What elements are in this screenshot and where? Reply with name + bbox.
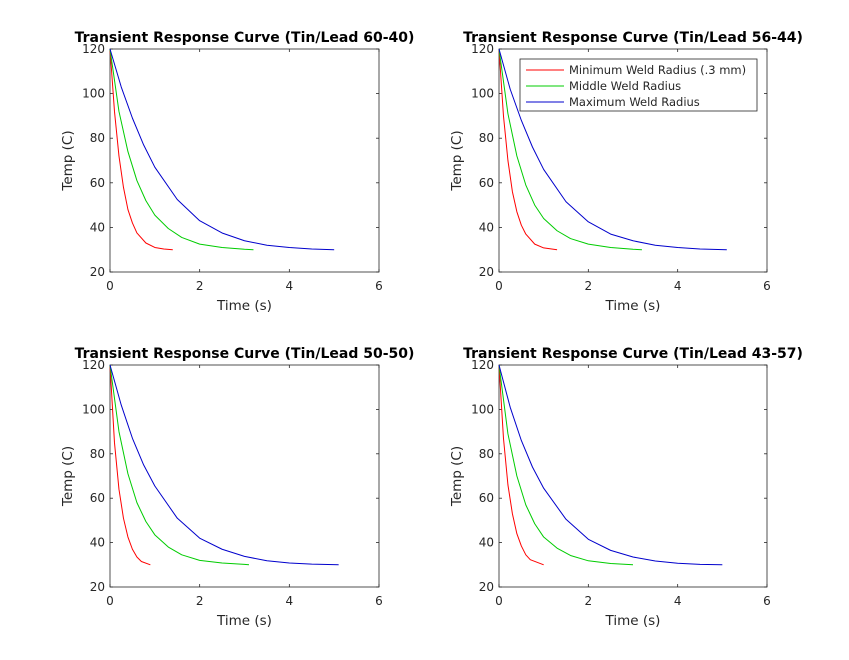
series-line-1 xyxy=(109,48,173,251)
x-tick-label: 4 xyxy=(286,594,294,608)
x-axis-label: Time (s) xyxy=(605,298,661,314)
y-tick-label: 20 xyxy=(479,580,494,594)
y-tick-label: 100 xyxy=(471,87,494,101)
x-tick-label: 0 xyxy=(495,594,503,608)
legend-label-2: Middle Weld Radius xyxy=(569,79,681,93)
y-axis-label: Temp (C) xyxy=(60,446,76,507)
x-tick-label: 4 xyxy=(674,279,682,293)
y-tick-label: 80 xyxy=(479,131,494,145)
x-axis-label: Time (s) xyxy=(605,613,661,629)
y-tick-label: 60 xyxy=(90,176,105,190)
y-tick-label: 60 xyxy=(479,491,494,505)
axes-box xyxy=(109,364,380,588)
y-tick-label: 40 xyxy=(90,220,105,234)
series-line-2 xyxy=(498,364,634,566)
y-tick-label: 100 xyxy=(82,402,105,416)
axes-box xyxy=(109,48,380,273)
series-line-1 xyxy=(498,364,544,566)
y-tick-label: 80 xyxy=(90,131,105,145)
x-tick-label: 2 xyxy=(585,594,593,608)
x-axis-label: Time (s) xyxy=(216,613,272,629)
legend: Minimum Weld Radius (.3 mm) Middle Weld R… xyxy=(519,58,758,112)
series-line-3 xyxy=(109,48,335,251)
y-axis-label: Temp (C) xyxy=(449,130,465,191)
y-tick-label: 60 xyxy=(90,491,105,505)
x-tick-label: 2 xyxy=(196,594,204,608)
y-tick-label: 20 xyxy=(90,265,105,279)
series-line-2 xyxy=(498,48,642,251)
series-line-3 xyxy=(498,364,723,566)
x-tick-label: 4 xyxy=(286,279,294,293)
chart-title: Transient Response Curve (Tin/Lead 60-40… xyxy=(75,30,415,46)
y-tick-label: 60 xyxy=(479,176,494,190)
series-line-3 xyxy=(498,48,727,251)
x-tick-label: 4 xyxy=(674,594,682,608)
chart-title: Transient Response Curve (Tin/Lead 43-57… xyxy=(463,346,803,362)
y-tick-label: 80 xyxy=(479,447,494,461)
y-tick-label: 40 xyxy=(479,220,494,234)
series-line-3 xyxy=(109,364,339,566)
y-tick-label: 120 xyxy=(82,42,105,56)
x-tick-label: 6 xyxy=(763,594,771,608)
x-tick-label: 0 xyxy=(106,594,114,608)
legend-label-1: Minimum Weld Radius (.3 mm) xyxy=(569,63,746,77)
series-line-1 xyxy=(498,48,558,251)
x-tick-label: 2 xyxy=(585,279,593,293)
axes-box xyxy=(498,364,768,588)
y-tick-label: 20 xyxy=(90,580,105,594)
x-tick-label: 6 xyxy=(375,594,383,608)
y-tick-label: 40 xyxy=(479,536,494,550)
legend-label-3: Maximum Weld Radius xyxy=(569,95,700,109)
x-tick-label: 0 xyxy=(106,279,114,293)
y-tick-label: 80 xyxy=(90,447,105,461)
y-axis-label: Temp (C) xyxy=(60,130,76,191)
y-tick-label: 120 xyxy=(471,358,494,372)
series-line-1 xyxy=(109,364,151,566)
y-tick-label: 40 xyxy=(90,536,105,550)
chart-title: Transient Response Curve (Tin/Lead 50-50… xyxy=(75,346,415,362)
y-tick-label: 20 xyxy=(479,265,494,279)
y-tick-label: 120 xyxy=(82,358,105,372)
y-axis-label: Temp (C) xyxy=(449,446,465,507)
x-tick-label: 0 xyxy=(495,279,503,293)
series-line-2 xyxy=(109,48,254,251)
chart-title: Transient Response Curve (Tin/Lead 56-44… xyxy=(463,30,803,46)
y-tick-label: 100 xyxy=(82,87,105,101)
x-axis-label: Time (s) xyxy=(216,298,272,314)
x-tick-label: 2 xyxy=(196,279,204,293)
y-tick-label: 100 xyxy=(471,402,494,416)
x-tick-label: 6 xyxy=(375,279,383,293)
series-line-2 xyxy=(109,364,250,566)
x-tick-label: 6 xyxy=(763,279,771,293)
y-tick-label: 120 xyxy=(471,42,494,56)
